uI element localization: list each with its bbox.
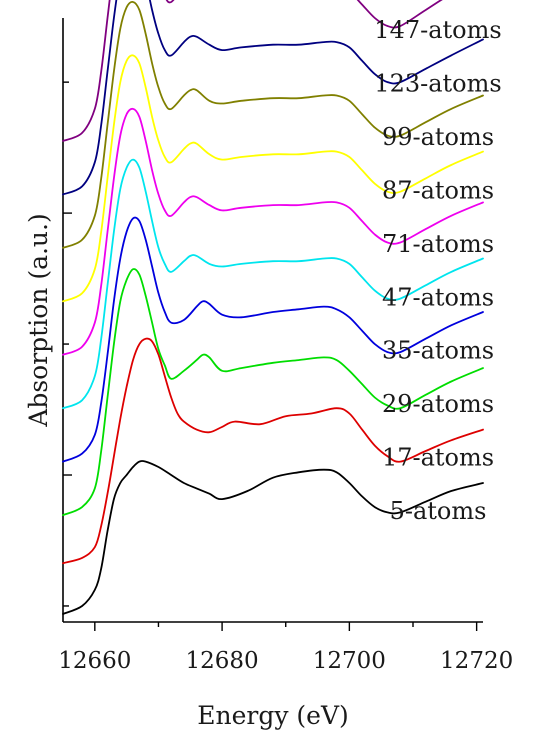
series-line-71-atoms bbox=[62, 107, 484, 356]
series-label-71-atoms: 71-atoms bbox=[382, 230, 494, 258]
series-line-123-atoms bbox=[62, 0, 484, 196]
x-axis-title: Energy (eV) bbox=[197, 701, 349, 730]
series-line-17-atoms bbox=[62, 337, 484, 565]
axes bbox=[62, 18, 483, 623]
series-label-17-atoms: 17-atoms bbox=[382, 444, 494, 472]
x-tick-labels: 12660 12680 12700 12720 bbox=[58, 648, 513, 674]
series-label-87-atoms: 87-atoms bbox=[382, 176, 494, 204]
series-line-87-atoms bbox=[62, 54, 484, 303]
series-label-99-atoms: 99-atoms bbox=[382, 123, 494, 151]
series-label-47-atoms: 47-atoms bbox=[382, 283, 494, 311]
series-label-29-atoms: 29-atoms bbox=[382, 390, 494, 418]
x-ticks bbox=[94, 622, 478, 631]
series-lines bbox=[62, 0, 484, 615]
series-line-147-atoms bbox=[62, 0, 443, 142]
x-tick-label: 12680 bbox=[186, 648, 259, 674]
x-tick-label: 12660 bbox=[58, 648, 131, 674]
series-label-123-atoms: 123-atoms bbox=[374, 69, 501, 97]
x-tick-label: 12700 bbox=[313, 648, 386, 674]
series-line-29-atoms bbox=[62, 268, 484, 516]
series-line-35-atoms bbox=[62, 216, 484, 463]
series-label-35-atoms: 35-atoms bbox=[382, 337, 494, 365]
series-line-99-atoms bbox=[62, 1, 484, 249]
series-label-147-atoms: 147-atoms bbox=[374, 16, 501, 44]
y-ticks bbox=[63, 81, 72, 607]
x-tick-label: 12720 bbox=[440, 648, 513, 674]
series-line-47-atoms bbox=[62, 158, 484, 410]
series-label-5-atoms: 5-atoms bbox=[390, 497, 487, 525]
series-line-5-atoms bbox=[62, 460, 484, 615]
series-labels: 5-atoms 17-atoms 29-atoms 35-atoms 47-atoms 7… bbox=[374, 16, 501, 525]
y-axis-title: Absorption (a.u.) bbox=[24, 213, 53, 427]
